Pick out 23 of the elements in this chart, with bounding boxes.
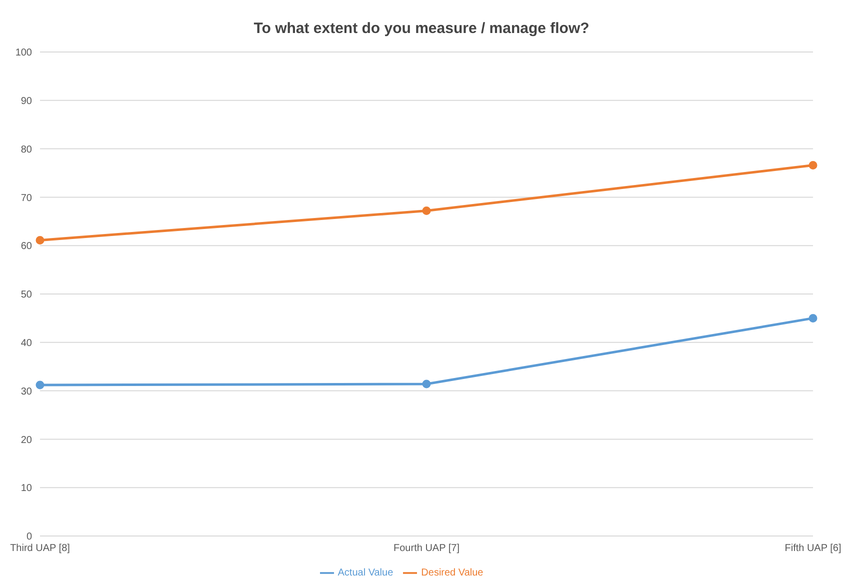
y-tick-label: 100 xyxy=(15,48,32,59)
point xyxy=(36,380,44,390)
y-tick-label: 30 xyxy=(20,386,32,398)
point xyxy=(808,161,818,170)
chart-title: To what extent do you measure / manage flow? xyxy=(252,19,590,39)
x-tick-label: Fifth UAP [6] xyxy=(784,543,842,554)
y-tick-label: 80 xyxy=(20,144,32,156)
legend-label: Actual Value xyxy=(338,568,394,579)
x-tick-label: Third UAP [8] xyxy=(10,543,70,554)
y-tick-label: 40 xyxy=(20,338,32,349)
y-tick-label: 0 xyxy=(26,532,32,543)
y-tick-label: 10 xyxy=(20,483,32,494)
point xyxy=(422,206,431,215)
y-tick-label: 50 xyxy=(20,290,32,301)
y-tick-label: 20 xyxy=(20,434,32,446)
y-tick-label: 70 xyxy=(20,192,32,204)
point xyxy=(36,236,44,245)
y-tick-label: 60 xyxy=(20,241,32,252)
legend-label: Desired Value xyxy=(421,568,484,579)
x-tick-label: Fourth UAP [7] xyxy=(394,543,460,554)
point xyxy=(422,380,431,388)
point xyxy=(808,314,818,322)
y-tick-label: 90 xyxy=(20,96,32,107)
